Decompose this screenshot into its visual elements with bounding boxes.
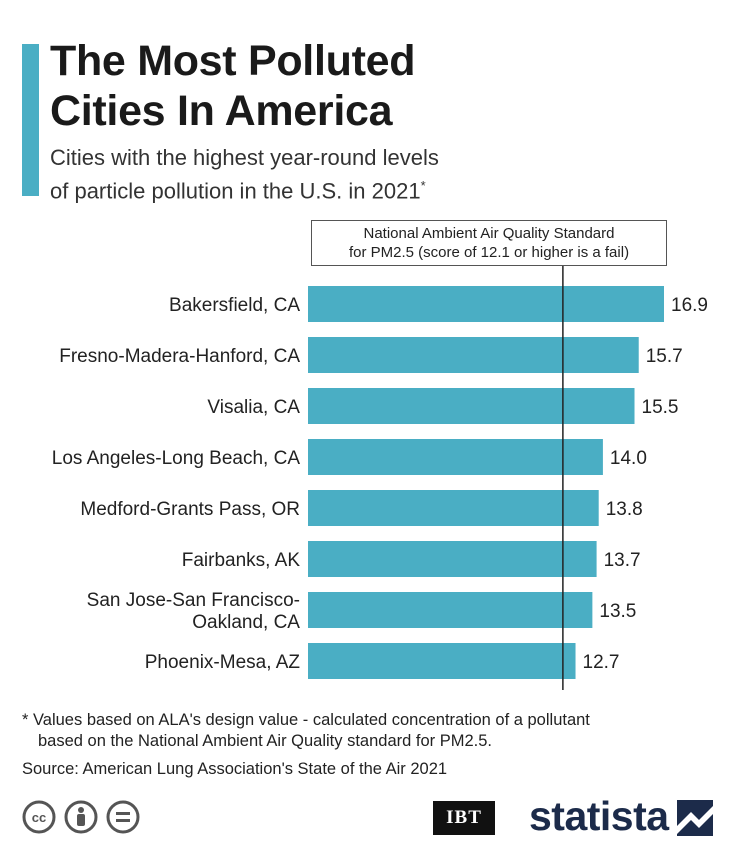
category-label: Bakersfield, CA: [169, 295, 300, 316]
value-label: 15.7: [646, 346, 683, 367]
category-label: Visalia, CA: [207, 397, 300, 418]
subtitle-line-2: of particle pollution in the U.S. in 202…: [50, 178, 421, 204]
bar-chart: Bakersfield, CA 16.9 Fresno-Madera-Hanford…: [52, 266, 708, 690]
footnote: * Values based on ALA's design value - c…: [22, 710, 722, 752]
bar: [308, 592, 593, 628]
subtitle-footnote-marker: *: [420, 178, 426, 193]
license-icons: cc: [22, 800, 140, 834]
subtitle: Cities with the highest year-round level…: [50, 144, 550, 205]
category-label: San Jose-San Francisco-Oakland, CA: [87, 590, 301, 633]
title-line-1: The Most Polluted: [50, 37, 416, 85]
footnote-line-1: * Values based on ALA's design value - c…: [22, 711, 590, 729]
value-label: 13.5: [599, 601, 636, 622]
value-label: 15.5: [642, 397, 679, 418]
statista-mark-icon: [677, 800, 713, 836]
category-label: Fairbanks, AK: [182, 550, 301, 571]
value-label: 16.9: [671, 295, 708, 316]
source-note: Source: American Lung Association's Stat…: [22, 760, 448, 778]
bar: [308, 541, 597, 577]
subtitle-line-1: Cities with the highest year-round level…: [50, 145, 439, 170]
reference-label-line-2: for PM2.5 (score of 12.1 or higher is a …: [348, 244, 630, 261]
cc-icon[interactable]: cc: [22, 800, 56, 834]
nd-icon[interactable]: [106, 800, 140, 834]
category-label: Medford-Grants Pass, OR: [80, 499, 300, 520]
value-label: 12.7: [583, 652, 620, 673]
bar: [308, 388, 635, 424]
bar: [308, 337, 639, 373]
by-icon[interactable]: [64, 800, 98, 834]
category-label: Phoenix-Mesa, AZ: [145, 652, 301, 673]
ibt-logo[interactable]: IBT: [433, 801, 495, 835]
reference-line-label: National Ambient Air Quality Standard fo…: [311, 220, 667, 266]
value-label: 14.0: [610, 448, 647, 469]
reference-label-line-1: National Ambient Air Quality Standard: [363, 225, 615, 242]
bar: [308, 286, 664, 322]
svg-text:cc: cc: [32, 810, 46, 825]
bar: [308, 490, 599, 526]
title-line-2: Cities In America: [50, 87, 393, 135]
value-label: 13.8: [606, 499, 643, 520]
category-label: Fresno-Madera-Hanford, CA: [59, 346, 300, 367]
page-title: The Most Polluted Cities In America: [50, 36, 710, 136]
value-label: 13.7: [604, 550, 641, 571]
statista-logo[interactable]: statista: [529, 793, 669, 839]
title-accent-bar: [22, 44, 39, 196]
bar: [308, 643, 576, 679]
category-label: Los Angeles-Long Beach, CA: [52, 448, 301, 469]
footnote-line-2: based on the National Ambient Air Qualit…: [38, 732, 493, 750]
bar: [308, 439, 603, 475]
